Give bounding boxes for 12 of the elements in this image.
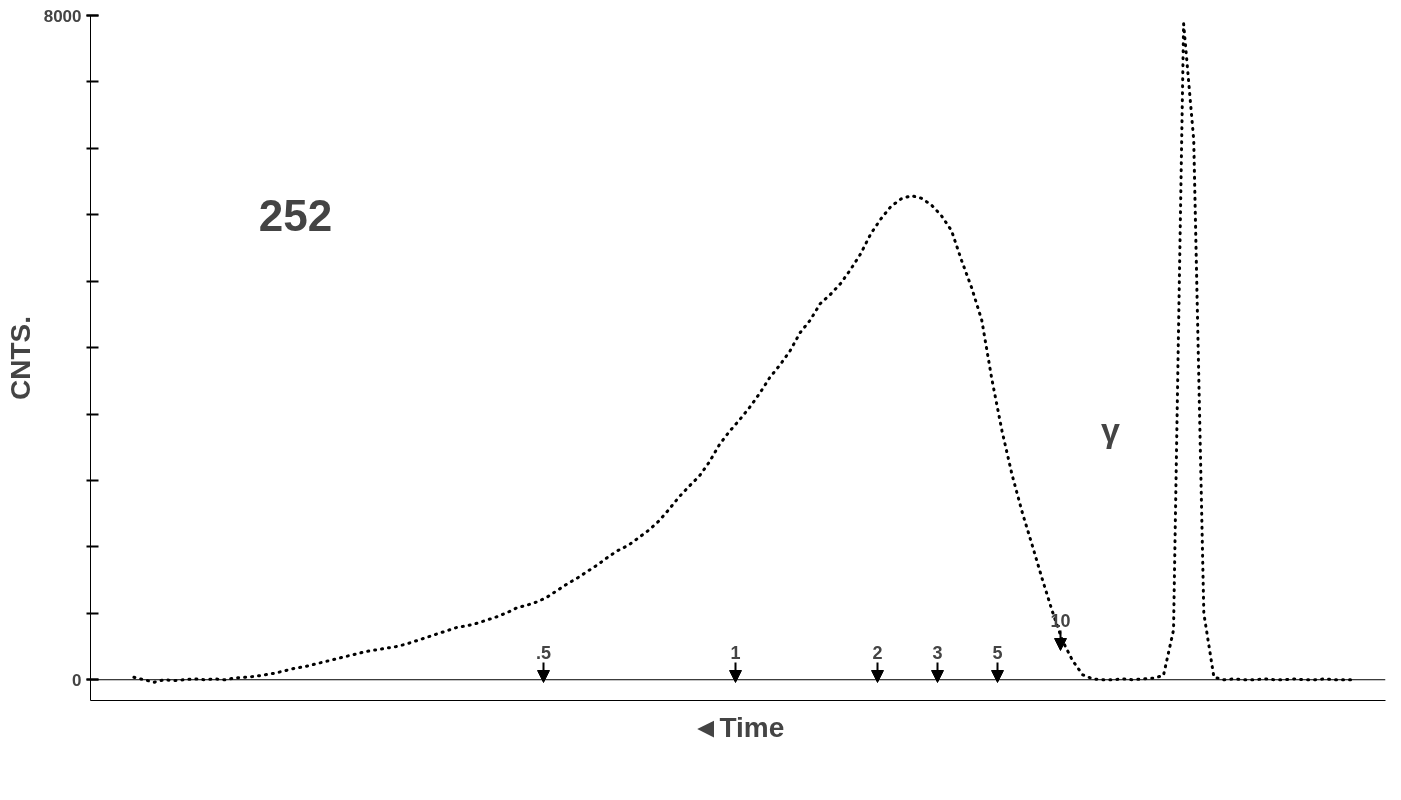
annotation: 5 [992, 642, 1003, 663]
y-tick-label: 0 [72, 670, 82, 690]
annotation: 3 [932, 642, 943, 663]
annotation: .5 [535, 642, 552, 663]
annotation: 2 [872, 642, 883, 663]
y-axis-title: CNTS. [4, 316, 36, 400]
x-axis-title: ◄Time [691, 711, 785, 743]
annotation: 1 [730, 642, 741, 663]
y-tick-label: 8000 [43, 6, 82, 26]
annotation: 10 [1050, 610, 1071, 631]
annotation: 252 [258, 190, 333, 240]
annotation: γ [1101, 410, 1121, 449]
